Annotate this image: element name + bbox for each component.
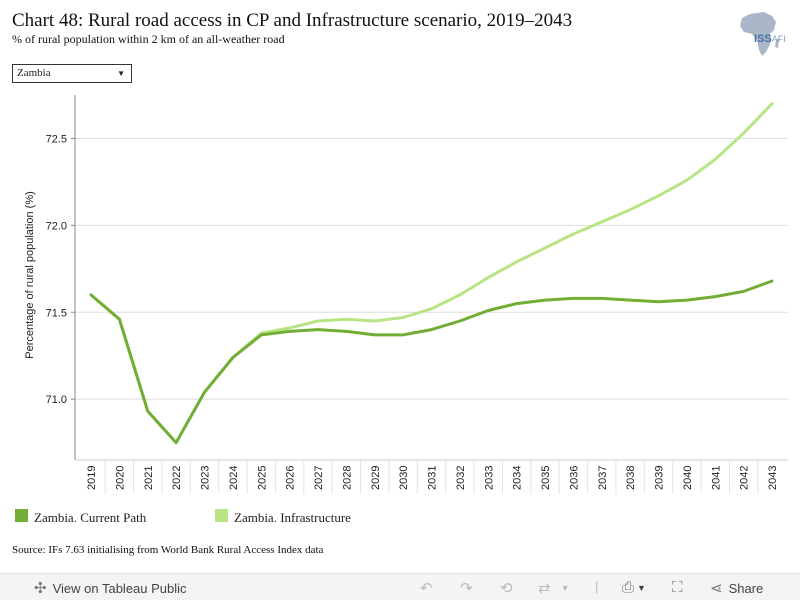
chart-subtitle: % of rural population within 2 km of an … xyxy=(12,32,285,46)
legend-item-current-path[interactable]: Zambia. Current Path xyxy=(15,508,147,526)
download-chevron-down-icon: ▼ xyxy=(637,582,646,593)
dropdown-arrow-icon: ▼ xyxy=(117,69,125,78)
x-tick-label: 2029 xyxy=(370,466,382,490)
x-tick-label: 2027 xyxy=(313,466,325,490)
chart-title: Chart 48: Rural road access in CP and In… xyxy=(12,10,573,31)
y-tick-labels: 71.0 71.5 72.0 72.5 xyxy=(46,133,75,406)
logo-text-suffix: AFI xyxy=(771,34,786,44)
legend-swatch-infrastructure xyxy=(215,508,228,522)
view-on-tableau-label: View on Tableau Public xyxy=(52,580,187,596)
x-tick-label: 2026 xyxy=(285,466,297,490)
x-tick-label: 2043 xyxy=(767,466,779,490)
tableau-toolbar: ✣ View on Tableau Public ↶ ↷ ⟲ ⇄ ▼ | ⎙ ▼ ⛶… xyxy=(0,573,800,600)
x-tick-labels: 2019 2020 2021 2022 2023 2024 2025 2026 2027 2028… xyxy=(86,460,779,494)
undo-button[interactable]: ↶ xyxy=(420,579,433,597)
y-tick-label: 71.0 xyxy=(46,394,67,406)
share-label: Share xyxy=(728,580,764,596)
logo-text-main: ISS xyxy=(754,33,772,45)
refresh-button[interactable]: ⇄ ▼ xyxy=(538,579,570,597)
logo-text: ISSAFI xyxy=(754,33,786,45)
x-tick-label: 2032 xyxy=(455,466,467,490)
x-tick-label: 2035 xyxy=(540,466,552,490)
x-tick-label: 2025 xyxy=(256,466,268,490)
y-tick-label: 72.0 xyxy=(46,220,67,232)
fullscreen-icon: ⛶ xyxy=(672,579,683,596)
grid-lines xyxy=(75,137,788,400)
revert-button[interactable]: ⟲ xyxy=(500,579,513,597)
source-note: Source: IFs 7.63 initialising from World… xyxy=(12,544,324,556)
x-tick-label: 2031 xyxy=(427,466,439,490)
y-tick-label: 72.5 xyxy=(46,133,67,145)
africa-logo-icon xyxy=(740,12,779,56)
x-tick-label: 2024 xyxy=(228,466,240,490)
country-dropdown-value: Zambia xyxy=(17,67,51,79)
legend-item-infrastructure[interactable]: Zambia. Infrastructure xyxy=(215,508,351,526)
series-line-zambia-infrastructure[interactable] xyxy=(89,102,774,445)
x-tick-label: 2039 xyxy=(654,466,666,490)
download-icon: ⎙ xyxy=(622,579,635,596)
x-tick-label: 2041 xyxy=(710,466,722,490)
tableau-logo-icon: ✣ xyxy=(34,580,47,597)
x-tick-label: 2020 xyxy=(114,466,126,490)
redo-button[interactable]: ↷ xyxy=(460,579,473,597)
x-tick-label: 2022 xyxy=(171,466,183,490)
series-lines xyxy=(89,102,774,445)
x-tick-label: 2034 xyxy=(512,466,524,490)
revert-icon: ⟲ xyxy=(500,580,513,597)
redo-icon: ↷ xyxy=(460,580,473,597)
x-tick-label: 2030 xyxy=(398,466,410,490)
x-tick-label: 2023 xyxy=(200,466,212,490)
y-axis-label: Percentage of rural population (%) xyxy=(24,191,36,359)
x-tick-label: 2028 xyxy=(341,466,353,490)
toolbar-divider: | xyxy=(595,579,599,594)
view-on-tableau-button[interactable]: ✣ View on Tableau Public xyxy=(34,579,187,597)
share-button[interactable]: ⋖ Share xyxy=(710,579,763,597)
download-button[interactable]: ⎙ ▼ xyxy=(622,579,646,596)
line-chart: 71.0 71.5 72.0 72.5 2019 2020 2021 2022 2023 202… xyxy=(24,95,788,494)
x-tick-label: 2021 xyxy=(143,466,155,490)
x-tick-label: 2037 xyxy=(597,466,609,490)
y-tick-label: 71.5 xyxy=(46,307,67,319)
x-tick-label: 2019 xyxy=(86,466,98,490)
fullscreen-button[interactable]: ⛶ xyxy=(672,579,683,596)
legend-swatch-current-path xyxy=(15,508,28,522)
legend-label-current-path: Zambia. Current Path xyxy=(34,510,147,525)
undo-icon: ↶ xyxy=(420,580,433,597)
legend-label-infrastructure: Zambia. Infrastructure xyxy=(234,510,351,525)
x-tick-label: 2042 xyxy=(739,466,751,490)
series-line-zambia-current-path[interactable] xyxy=(89,279,774,445)
refresh-icon: ⇄ xyxy=(538,580,551,597)
country-dropdown[interactable]: Zambia ▼ xyxy=(12,64,132,83)
x-tick-label: 2033 xyxy=(483,466,495,490)
x-tick-label: 2038 xyxy=(625,466,637,490)
x-tick-label: 2036 xyxy=(568,466,580,490)
x-tick-label: 2040 xyxy=(682,466,694,490)
share-icon: ⋖ xyxy=(710,580,723,597)
refresh-chevron-down-icon: ▼ xyxy=(560,583,570,593)
